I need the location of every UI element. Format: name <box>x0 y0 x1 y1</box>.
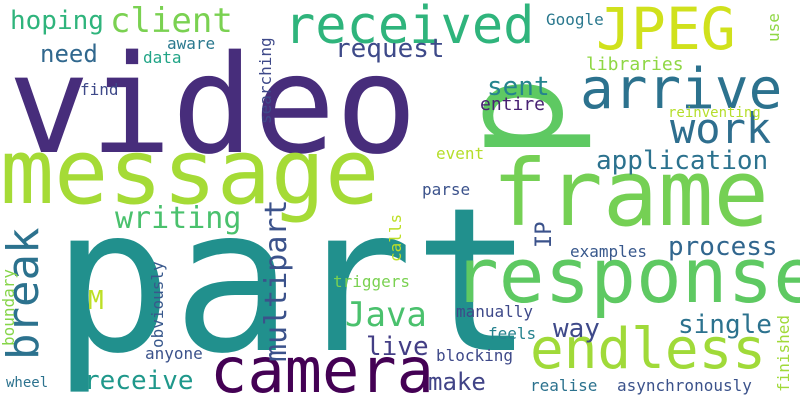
word-event: event <box>436 144 485 163</box>
word-feels: feels <box>488 324 537 343</box>
word-blocking: blocking <box>436 346 514 365</box>
word-wheel: wheel <box>6 375 49 391</box>
word-boundary: boundary <box>0 268 18 346</box>
word-m: M <box>88 286 104 316</box>
word-asynchronously: asynchronously <box>617 376 752 395</box>
word-google: Google <box>546 10 604 29</box>
word-frame: frame <box>492 140 769 247</box>
word-work: work <box>670 104 772 153</box>
word-finished: finished <box>774 314 793 392</box>
word-use: use <box>764 13 783 42</box>
word-request: request <box>335 34 445 64</box>
word-client: client <box>110 1 233 41</box>
word-manually: manually <box>456 302 534 321</box>
word-endless: endless <box>530 317 767 382</box>
word-need: need <box>40 40 98 68</box>
word-parse: parse <box>422 180 471 199</box>
word-anyone: anyone <box>145 344 203 363</box>
word-calls: calls <box>386 213 405 262</box>
word-examples: examples <box>570 242 648 261</box>
word-aware: aware <box>167 34 216 53</box>
word-libraries: libraries <box>586 54 684 75</box>
word-jpeg: JPEG <box>596 0 736 63</box>
word-reinventing: reinventing <box>668 105 761 121</box>
word-way: way <box>553 314 600 344</box>
word-live: live <box>366 332 429 362</box>
word-find: find <box>80 80 119 99</box>
word-java: Java <box>345 295 427 335</box>
word-data: data <box>143 48 182 67</box>
word-video: video <box>8 27 418 185</box>
word-make: make <box>428 368 486 396</box>
word-part: part <box>52 165 534 398</box>
word-ip: IP <box>532 221 557 249</box>
word-sent: sent <box>487 72 550 102</box>
word-multipart: multipart <box>259 199 294 362</box>
word-single: single <box>678 310 772 340</box>
word-arrive: arrive <box>580 57 783 122</box>
word-application: application <box>596 146 769 176</box>
word-searching: searching <box>256 37 275 124</box>
word-writing: writing <box>115 201 242 236</box>
word-message: message <box>0 120 380 225</box>
word-camera: camera <box>210 334 434 400</box>
word-triggers: triggers <box>333 272 411 291</box>
word-hoping: hoping <box>10 6 104 36</box>
word-receive: receive <box>84 366 194 396</box>
word-realise: realise <box>530 376 598 395</box>
word-obviously: obviously <box>148 261 167 348</box>
word-response: response <box>453 231 800 320</box>
word-received: received <box>284 0 535 56</box>
word-entire: entire <box>480 94 546 115</box>
word-process: process <box>668 232 778 262</box>
